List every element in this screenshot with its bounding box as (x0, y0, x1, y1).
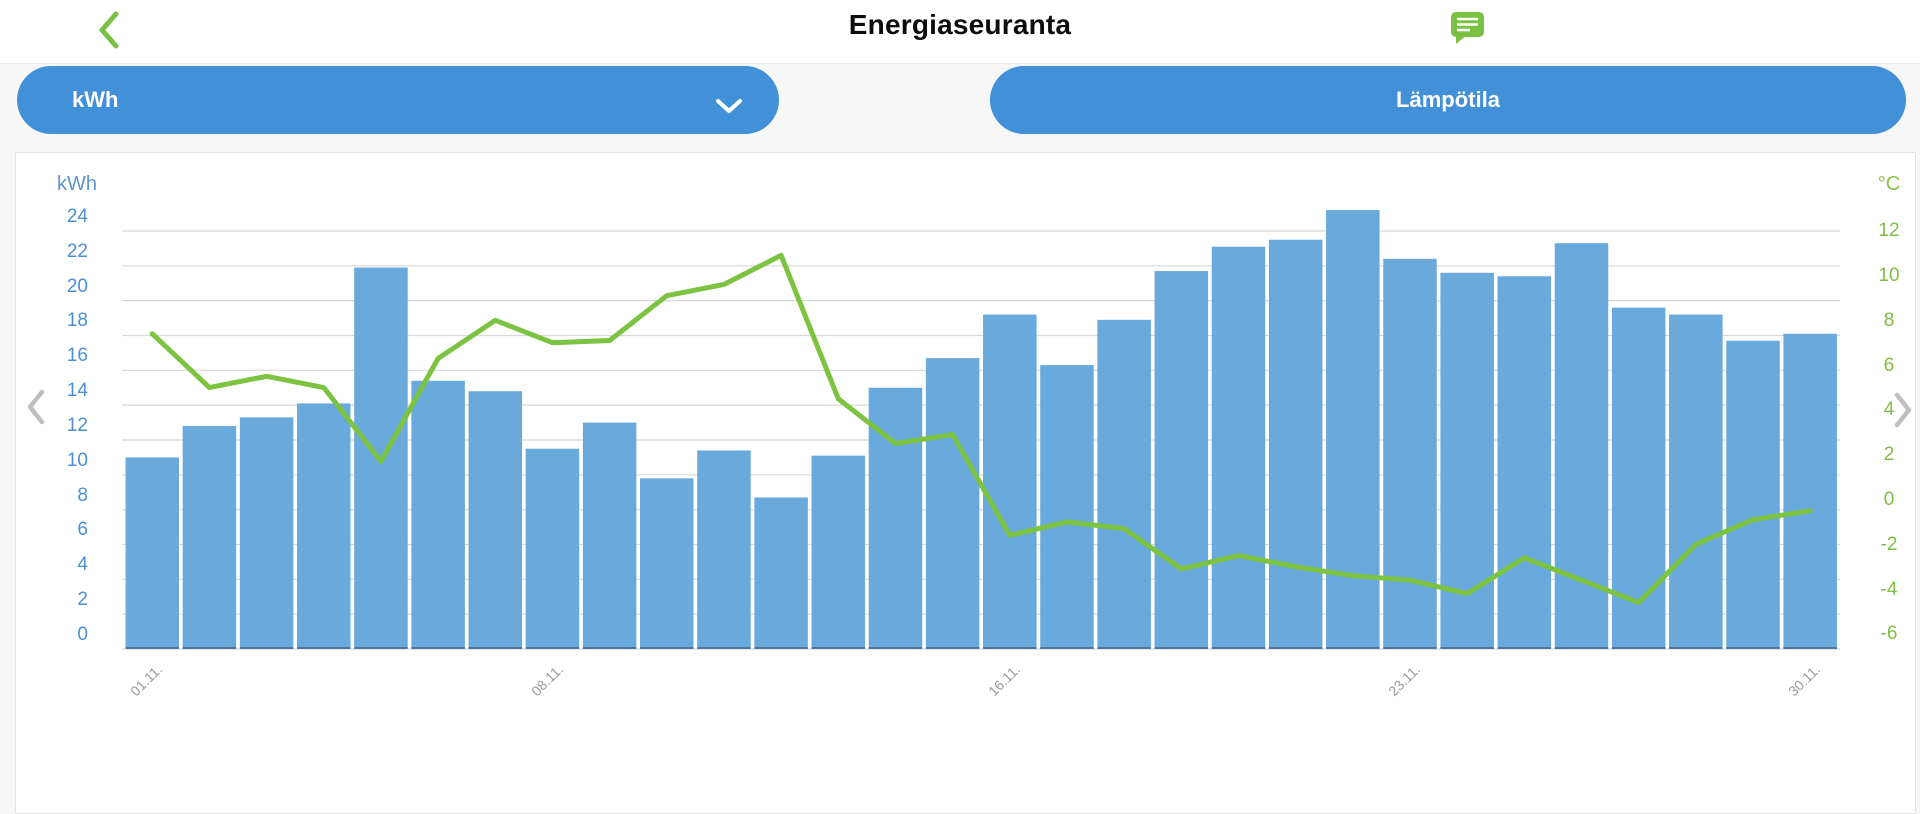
right-tick-12: 12 (1878, 220, 1900, 242)
bar-24.11.[interactable] (1440, 272, 1494, 649)
bar-02.11.[interactable] (182, 426, 237, 649)
right-tick--6: -6 (1880, 623, 1898, 645)
bar-19.11.[interactable] (1154, 271, 1209, 649)
chevron-left-icon (96, 11, 122, 53)
temperature-button-label: Lämpötila (1396, 87, 1500, 112)
bar-12.11.[interactable] (754, 497, 808, 649)
bar-28.11.[interactable] (1669, 314, 1723, 649)
bar-16.11.[interactable] (983, 314, 1037, 649)
left-tick-16: 16 (66, 345, 88, 367)
bar-20.11.[interactable] (1211, 246, 1266, 649)
next-period-button[interactable] (1892, 392, 1914, 428)
temperature-line (149, 252, 1813, 606)
bar-08.11.[interactable] (525, 448, 580, 649)
chevron-down-icon (715, 94, 743, 120)
bar-25.11.[interactable] (1497, 276, 1552, 649)
left-tick-6: 6 (77, 519, 88, 541)
left-tick-2: 2 (77, 589, 88, 611)
bar-29.11.[interactable] (1726, 340, 1780, 649)
back-button[interactable] (94, 10, 124, 52)
chevron-right-icon (1892, 392, 1914, 431)
right-tick--2: -2 (1880, 533, 1898, 555)
left-tick-4: 4 (77, 554, 88, 576)
top-bar: Energiaseuranta (0, 0, 1920, 64)
left-axis-title: kWh (57, 173, 97, 195)
left-tick-14: 14 (66, 380, 88, 402)
bar-30.11.[interactable] (1783, 333, 1837, 649)
left-tick-10: 10 (66, 449, 88, 471)
left-tick-18: 18 (66, 310, 88, 332)
right-tick-4: 4 (1883, 399, 1895, 421)
left-tick-22: 22 (66, 240, 88, 262)
right-tick-6: 6 (1883, 354, 1895, 376)
bar-03.11.[interactable] (239, 417, 294, 649)
bar-27.11.[interactable] (1611, 307, 1666, 649)
right-tick-0: 0 (1883, 489, 1895, 510)
temperature-button[interactable]: Lämpötila (990, 66, 1906, 134)
bar-13.11.[interactable] (811, 455, 866, 649)
bar-07.11.[interactable] (468, 391, 523, 649)
right-tick-8: 8 (1883, 309, 1895, 331)
left-tick-20: 20 (66, 275, 88, 297)
metric-dropdown-button[interactable]: kWh (17, 66, 779, 134)
bar-17.11.[interactable] (1040, 365, 1094, 649)
bar-11.11.[interactable] (697, 450, 751, 649)
metric-dropdown-label: kWh (72, 87, 119, 112)
left-tick-24: 24 (66, 205, 88, 227)
bar-18.11.[interactable] (1097, 319, 1151, 649)
left-tick-0: 0 (77, 624, 88, 645)
left-tick-8: 8 (77, 484, 88, 506)
bar-06.11.[interactable] (411, 380, 465, 649)
bar-22.11.[interactable] (1326, 210, 1380, 649)
chevron-left-icon (25, 389, 47, 428)
bar-09.11.[interactable] (582, 422, 637, 649)
bar-04.11.[interactable] (297, 403, 351, 649)
right-tick--4: -4 (1880, 578, 1898, 600)
chat-icon (1450, 11, 1486, 48)
right-tick-10: 10 (1878, 265, 1900, 286)
prev-period-button[interactable] (25, 389, 47, 425)
bar-23.11.[interactable] (1383, 258, 1437, 649)
chart-card: kWh °C 24 22 20 18 16 14 12 10 8 6 4 2 0 12 10 8 6 4 2 0 -2-… (15, 152, 1916, 814)
bar-15.11.[interactable] (925, 358, 980, 649)
bar-21.11.[interactable] (1268, 239, 1323, 649)
bar-01.11.[interactable] (125, 457, 180, 649)
left-tick-12: 12 (66, 414, 88, 436)
right-tick-2: 2 (1883, 444, 1895, 466)
page-title: Energiaseuranta (848, 9, 1072, 40)
energy-chart[interactable] (16, 153, 1915, 801)
bar-10.11.[interactable] (640, 478, 694, 649)
chat-button[interactable] (1448, 8, 1488, 50)
right-axis-title: °C (1877, 173, 1901, 195)
